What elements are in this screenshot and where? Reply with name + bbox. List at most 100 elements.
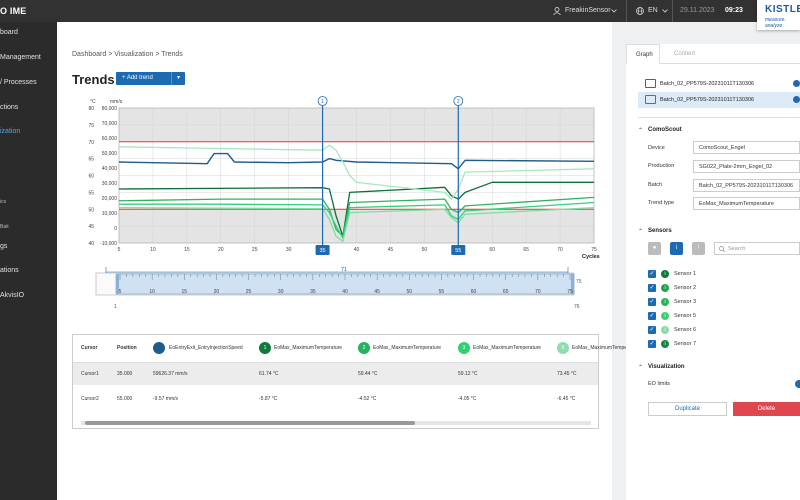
device-field[interactable]: ComoScout_Engel bbox=[693, 141, 800, 154]
right-axis-unit: mm/s bbox=[110, 99, 123, 105]
production-field[interactable]: SG022_Plate-2mm_Engel_02 bbox=[693, 160, 800, 173]
chevron-down-icon[interactable] bbox=[662, 9, 668, 13]
x-tick-label: 60 bbox=[489, 247, 495, 253]
sidebar-item-dashboard[interactable]: board bbox=[0, 29, 18, 36]
batch-toggle[interactable] bbox=[793, 80, 800, 87]
range-tick-label: 40 bbox=[342, 289, 348, 295]
sidebar-item-settings[interactable]: gs bbox=[0, 243, 8, 250]
sidebar-item-management[interactable]: Management bbox=[0, 54, 41, 61]
sensor-item[interactable]: ✓ i Sensor 3 bbox=[648, 298, 697, 306]
info-icon: i bbox=[661, 270, 669, 278]
chevron-up-icon[interactable]: ⌃ bbox=[638, 128, 644, 134]
x-tick-label: 70 bbox=[557, 247, 563, 253]
time-display: 09:23 bbox=[725, 7, 743, 14]
eo-limits-label: EO limits bbox=[648, 381, 670, 387]
batch-field[interactable]: Batch_02_PP579S-20231011T130306 bbox=[693, 179, 800, 192]
batch-toggle[interactable] bbox=[793, 96, 800, 103]
user-name[interactable]: FreakinSensor bbox=[565, 7, 611, 14]
chevron-down-icon[interactable] bbox=[611, 9, 617, 13]
header-column: EoEntryExit_EntryInjectionSpeed bbox=[169, 345, 243, 351]
x-tick-label: 40 bbox=[354, 247, 360, 253]
x-tick-label: 45 bbox=[388, 247, 394, 253]
y2-tick-label: 50,000 bbox=[102, 151, 118, 157]
divider bbox=[672, 0, 673, 22]
sidebar-item-visualization[interactable]: ization bbox=[0, 128, 21, 135]
range-tick-label: 25 bbox=[246, 289, 252, 295]
y2-tick-label: 80,000 bbox=[102, 106, 118, 112]
sensor-item[interactable]: ✓ i Sensor 6 bbox=[648, 326, 697, 334]
tab-graph[interactable]: Graph bbox=[626, 44, 660, 64]
batch-label: Batch_02_PP579S-20231011T130306 bbox=[660, 97, 755, 103]
cursor-id: 2 bbox=[457, 99, 460, 105]
checkbox[interactable]: ✓ bbox=[648, 284, 656, 292]
filter-button[interactable]: ● bbox=[648, 242, 661, 255]
table-header: Cursor Position EoEntryExit_EntryInjecti… bbox=[73, 335, 640, 363]
info-filter-button[interactable]: i bbox=[670, 242, 683, 255]
cursor-id: 1 bbox=[321, 99, 324, 105]
add-trend-label: + Add trend bbox=[122, 75, 153, 81]
sensor-item[interactable]: ✓ i Sensor 7 bbox=[648, 340, 697, 348]
trend-chart[interactable]: °C mm/s 80757065605550454080,00070,00060… bbox=[72, 96, 612, 262]
checkbox[interactable]: ✓ bbox=[648, 340, 656, 348]
sidebar-item-empty[interactable] bbox=[0, 145, 57, 167]
checkbox[interactable]: ✓ bbox=[648, 312, 656, 320]
delete-button[interactable]: Delete bbox=[733, 402, 800, 416]
tab-content[interactable]: Content bbox=[674, 51, 696, 57]
chevron-down-icon[interactable]: ▾ bbox=[171, 72, 185, 85]
sidebar-subitem-analytics[interactable]: ics bbox=[0, 199, 7, 205]
series-badge: 2 bbox=[358, 342, 370, 354]
range-tick-label: 70 bbox=[535, 289, 541, 295]
info-icon: i bbox=[661, 326, 669, 334]
duplicate-button[interactable]: Duplicate bbox=[648, 402, 727, 416]
header-column: EoMax_MaximumTemperature bbox=[373, 345, 442, 351]
sensor-item[interactable]: ✓ i Sensor 1 bbox=[648, 270, 697, 278]
breadcrumb[interactable]: Dashboard > Visualization > Trends bbox=[72, 51, 183, 58]
checkbox[interactable]: ✓ bbox=[648, 298, 656, 306]
horizontal-scrollbar[interactable] bbox=[81, 421, 591, 425]
sensor-item[interactable]: ✓ i Sensor 5 bbox=[648, 312, 697, 320]
sensor-item[interactable]: ✓ i Sensor 2 bbox=[648, 284, 697, 292]
batch-item[interactable]: Batch_02_PP579S-20231011T130306 bbox=[638, 76, 800, 92]
language-select[interactable]: EN bbox=[648, 7, 658, 14]
cursor-value-label: 55 bbox=[455, 248, 461, 254]
series-line bbox=[119, 201, 595, 239]
warning-filter-button[interactable]: ! bbox=[692, 242, 705, 255]
series-badge: 5 bbox=[557, 342, 569, 354]
cursor-value-label: 35 bbox=[320, 248, 326, 254]
divider bbox=[626, 0, 627, 22]
chevron-up-icon[interactable]: ⌃ bbox=[638, 365, 644, 371]
sidebar-item-integrations[interactable]: ations bbox=[0, 267, 19, 274]
add-trend-button[interactable]: + Add trend ▾ bbox=[116, 72, 185, 85]
table-row[interactable]: Cursor1 35.000 59626.37 mm/s 61.74 °C 59… bbox=[73, 363, 598, 385]
series-badge bbox=[153, 342, 165, 354]
y-tick-label: 65 bbox=[88, 157, 94, 163]
x-tick-label: 15 bbox=[184, 247, 190, 253]
divider bbox=[638, 117, 800, 118]
scrollbar-thumb[interactable] bbox=[85, 421, 415, 425]
search-input[interactable]: Search bbox=[728, 246, 746, 252]
cursor-value-box bbox=[315, 245, 330, 255]
range-track: 5 10 15 20 25 30 35 40 45 50 55 60 65 70 75 bbox=[95, 267, 575, 296]
y2-tick-label: 60,000 bbox=[102, 136, 118, 142]
sidebar-subitem-bait[interactable]: Bait bbox=[0, 224, 9, 230]
sidebar-item-processes[interactable]: / Processes bbox=[0, 79, 37, 86]
checkbox[interactable]: ✓ bbox=[648, 270, 656, 278]
eo-limits-toggle[interactable] bbox=[795, 380, 800, 388]
cursor-layer: 1 35 2 55 bbox=[315, 96, 466, 255]
table-row[interactable]: Cursor2 55.000 -9.57 mm/s -5.87 °C -4.52… bbox=[81, 396, 576, 402]
sidebar-item-actions[interactable]: ctions bbox=[0, 104, 19, 111]
range-width-label: 71 bbox=[341, 267, 347, 273]
trend-type-field[interactable]: EoMax_MaximumTemperature bbox=[693, 197, 800, 210]
info-icon: i bbox=[661, 284, 669, 292]
cursor-handle bbox=[453, 96, 464, 106]
batch-item-selected[interactable]: Batch_02_PP579S-20231011T130306 bbox=[638, 92, 800, 108]
sensor-search[interactable]: Search bbox=[714, 242, 800, 255]
section-visualization: Visualization bbox=[648, 364, 685, 370]
range-selector[interactable]: 71 5 1 75 76 5 10 15 20 25 30 35 40 45 50 55 60 65 70… bbox=[72, 262, 612, 312]
top-bar: O IME FreakinSensor EN 29.11.2023 09:23 bbox=[0, 0, 800, 22]
range-handle-left bbox=[116, 274, 119, 294]
chevron-up-icon[interactable]: ⌃ bbox=[638, 229, 644, 235]
range-tick-label: 20 bbox=[214, 289, 220, 295]
sidebar-item-akvisio[interactable]: AkvisIO bbox=[0, 292, 25, 299]
checkbox[interactable]: ✓ bbox=[648, 326, 656, 334]
